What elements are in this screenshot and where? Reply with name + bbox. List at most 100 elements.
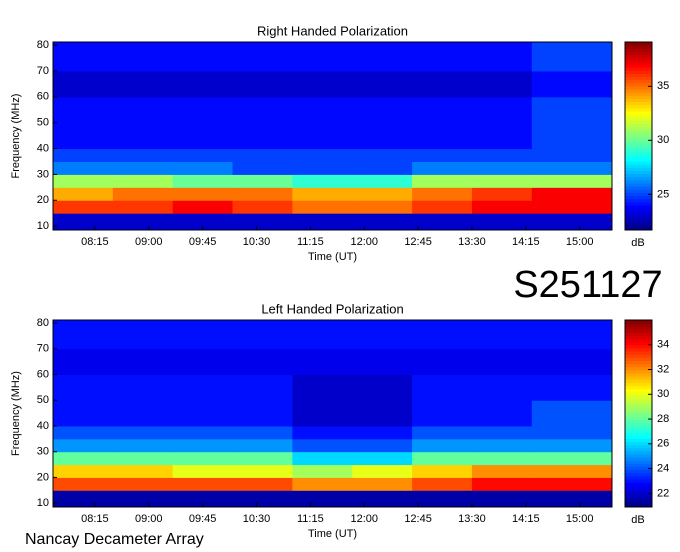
colorbar-step [625,45,652,49]
heat-cell [412,425,473,440]
heat-cell [412,42,473,72]
colorbar-step [625,503,652,508]
x-tick-label: 15:00 [566,236,594,248]
x-tick-label: 14:15 [512,236,540,248]
plot-frame [52,319,613,508]
colorbar-step [625,60,652,65]
heat-cell [53,374,114,401]
heat-cell [53,70,114,98]
heat-cell [112,490,174,508]
heat-cell [53,320,114,350]
colorbar-step [625,151,652,156]
colorbar-step [625,366,652,371]
heat-cell [232,464,293,478]
colorbar-step [625,369,652,374]
colorbar-step [625,117,652,121]
heat-cell [53,490,114,508]
x-tick-label: 10:30 [243,236,271,248]
heat-cell [352,213,413,231]
x-tick-label: 09:00 [135,513,163,525]
colorbar-step [625,385,652,390]
heat-cell [352,161,413,175]
heat-cell [172,122,234,150]
heat-cell [471,374,533,401]
colorbar-step [625,63,652,68]
heat-cell [531,187,613,201]
colorbar-step [625,348,652,352]
colorbar-step [625,220,652,225]
heat-cell [112,161,174,175]
y-tick-label: 10 [37,497,49,509]
colorbar-step [625,89,652,93]
heat-cell [232,490,293,508]
heat-cell [412,374,473,401]
heat-cell [352,96,413,124]
heat-cell [112,213,174,231]
colorbar-tick-label: 28 [657,413,669,425]
heat-cell [412,187,473,201]
colorbar-step [625,407,652,411]
colorbar-step [625,372,652,377]
x-tick-label: 10:30 [243,513,271,525]
heat-cell [412,70,473,98]
heat-cell [292,187,353,201]
heat-cell [531,400,613,427]
heat-cell [531,464,613,478]
heat-cell [352,477,413,491]
heat-cell [232,374,293,401]
heat-cell [531,490,613,508]
heat-cell [352,400,413,427]
heat-cell [172,400,234,427]
colorbar-step [625,110,652,115]
colorbar-step [625,126,652,131]
heat-cell [232,451,293,466]
heat-cell [292,400,353,427]
heat-cell [292,96,353,124]
colorbar-step [625,454,652,458]
colorbar-step [625,450,652,455]
heat-cell [53,122,114,150]
x-tick-label: 11:15 [297,513,324,525]
heat-cell [412,320,473,350]
colorbar-step [625,226,652,231]
x-tick-label: 12:00 [350,513,378,525]
y-tick-label: 30 [37,446,49,458]
heat-cell [292,70,353,98]
colorbar-step [625,148,652,153]
heat-cell [232,348,293,376]
colorbar-step [625,208,652,212]
colorbar-tick-label: 35 [657,80,669,92]
heat-cell [172,320,234,350]
heat-cell [531,374,613,401]
colorbar-step [625,179,652,184]
heat-cell [232,161,293,175]
heat-cell [232,42,293,72]
colorbar-step [625,73,652,77]
colorbar-step [625,326,652,330]
y-tick-label: 80 [37,39,49,51]
heat-cell [471,477,533,491]
heat-cell [471,213,533,231]
colorbar-step [625,76,652,81]
colorbar-step [625,363,652,368]
heat-cell [352,200,413,214]
heat-cell [292,148,353,162]
heat-cell [172,148,234,162]
y-tick-label: 60 [37,368,49,380]
x-tick-label: 15:00 [566,513,594,525]
colorbar-step [625,101,652,106]
colorbar-step [625,416,652,421]
plot-frame [52,41,613,231]
heat-cell [531,161,613,175]
heat-cell [292,348,353,376]
x-tick-label: 09:45 [189,513,217,525]
heat-cell [531,438,613,453]
heat-cell [112,400,174,427]
y-tick-label: 80 [37,317,49,329]
heat-cell [412,148,473,162]
heat-cell [232,213,293,231]
heat-cell [292,200,353,214]
colorbar-step [625,189,652,193]
heat-cell [531,148,613,162]
heat-cell [53,200,114,214]
